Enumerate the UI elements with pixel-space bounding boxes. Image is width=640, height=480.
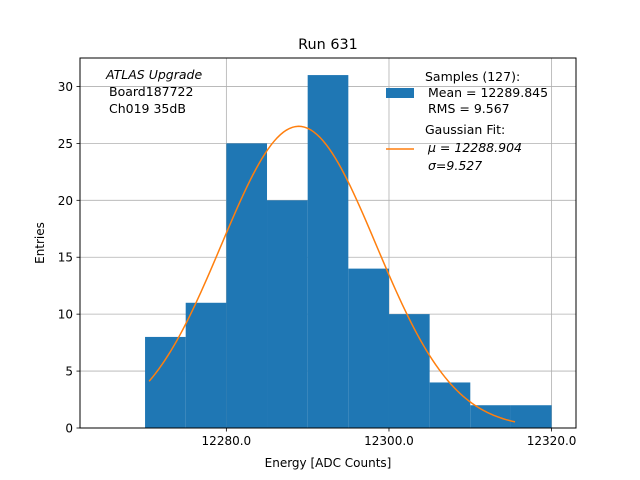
histogram-bars	[145, 75, 552, 429]
histogram-bar	[185, 302, 227, 428]
chart-title: Run 631	[298, 37, 358, 53]
y-tick-label: 20	[58, 194, 73, 208]
legend-histogram-line-1: Samples (127):	[425, 69, 520, 84]
histogram-bar	[348, 268, 389, 428]
histogram-bar	[226, 143, 268, 428]
histogram-bar	[470, 405, 511, 428]
x-axis-label: Energy [ADC Counts]	[265, 456, 392, 470]
y-tick-label: 30	[58, 80, 73, 94]
legend-histogram-swatch	[386, 88, 414, 98]
legend-fit-line-3: σ=9.527	[428, 158, 482, 173]
y-tick-label: 5	[65, 365, 73, 379]
fit-curve-layer	[148, 125, 516, 423]
annotation-line-1: ATLAS Upgrade	[105, 67, 202, 82]
x-tick-label: 12280.0	[202, 434, 252, 448]
y-tick-label: 0	[65, 422, 73, 436]
atlas-annotation: ATLAS Upgrade Board187722 Ch019 35dB	[105, 67, 202, 116]
y-tick-label: 15	[58, 251, 73, 265]
gaussian-fit-curve	[148, 125, 516, 423]
histogram-bar	[145, 336, 186, 428]
legend: Samples (127): Mean = 12289.845 RMS = 9.…	[386, 69, 548, 173]
legend-fit-line-1: Gaussian Fit:	[425, 122, 505, 137]
plot-frame	[79, 57, 577, 429]
histogram-bar	[429, 382, 471, 428]
histogram-bar	[510, 405, 552, 428]
histogram-bar	[267, 200, 308, 428]
y-tick-label: 25	[58, 137, 73, 151]
annotation-line-2: Board187722	[109, 84, 193, 99]
x-axis-ticks: 12280.0 12300.0 12320.0	[202, 428, 577, 448]
legend-histogram-line-3: RMS = 9.567	[428, 101, 510, 116]
x-tick-label: 12300.0	[364, 434, 414, 448]
histogram-bar	[388, 314, 430, 428]
legend-fit-line-2: μ = 12288.904	[427, 140, 522, 155]
histogram-bar	[307, 75, 349, 429]
y-axis-ticks: 0 5 10 15 20 25 30	[58, 80, 80, 436]
annotation-line-3: Ch019 35dB	[109, 101, 186, 116]
y-tick-label: 10	[58, 308, 73, 322]
legend-histogram-line-2: Mean = 12289.845	[428, 85, 548, 100]
y-axis-label: Entries	[33, 222, 47, 264]
x-tick-label: 12320.0	[527, 434, 577, 448]
